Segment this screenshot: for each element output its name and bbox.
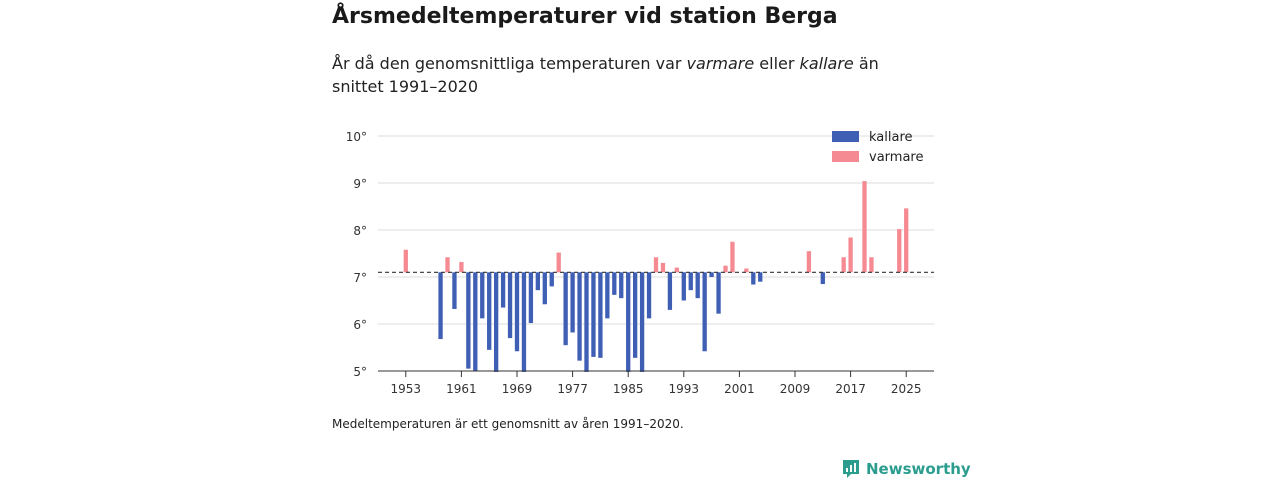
bar-colder-1998 — [716, 272, 721, 314]
x-tick-label: 2009 — [780, 382, 811, 396]
y-tick-label: 10° — [346, 130, 367, 144]
bar-colder-1978 — [577, 272, 582, 361]
bars — [403, 181, 909, 372]
x-tick-label: 1961 — [446, 382, 477, 396]
bar-warmer-2019 — [862, 181, 867, 273]
bar-warmer-2000 — [730, 241, 735, 273]
legend-swatch-warmer — [832, 151, 859, 162]
chart-footnote: Medeltemperaturen är ett genomsnitt av å… — [332, 417, 684, 431]
y-tick-label: 7° — [353, 271, 367, 285]
bar-warmer-2017 — [848, 237, 853, 273]
x-tick-label: 1993 — [669, 382, 700, 396]
bar-colder-1984 — [619, 272, 624, 299]
bar-colder-1962 — [466, 272, 471, 369]
bar-colder-1988 — [646, 272, 652, 319]
bar-colder-1960 — [452, 272, 457, 309]
legend-label-warmer: varmare — [869, 150, 923, 165]
x-tick-label: 2001 — [724, 382, 755, 396]
bar-colder-1993 — [681, 272, 686, 301]
bar-warmer-1989 — [653, 257, 659, 273]
y-tick-label: 6° — [353, 318, 367, 332]
bar-colder-1977 — [570, 272, 575, 333]
bar-colder-1968 — [507, 272, 513, 339]
bar-colder-1997 — [709, 272, 714, 277]
bar-colder-1966 — [493, 272, 499, 372]
y-axis-tick-labels: 5° 6° 7° 8° 9° 10° — [346, 130, 367, 379]
bar-colder-1970 — [521, 272, 527, 372]
bar-colder-1995 — [695, 272, 700, 299]
bar-colder-1958 — [438, 272, 443, 340]
bar-colder-1976 — [563, 272, 568, 346]
bar-colder-1987 — [639, 272, 645, 372]
bar-colder-1969 — [514, 272, 520, 352]
x-tick-label: 2025 — [891, 382, 922, 396]
bar-colder-1971 — [528, 272, 534, 324]
legend-label-colder: kallare — [869, 130, 913, 145]
x-tick-label: 1969 — [502, 382, 533, 396]
subtitle-cold-word: kallare — [799, 54, 854, 73]
bar-colder-2003 — [751, 272, 756, 285]
bar-colder-1981 — [598, 272, 603, 358]
bar-warmer-2025 — [904, 208, 909, 273]
bar-colder-1979 — [584, 272, 589, 372]
subtitle-warm-word: varmare — [686, 54, 755, 73]
bar-colder-1974 — [549, 272, 554, 287]
bar-warmer-2011 — [806, 251, 812, 273]
bar-warmer-2020 — [869, 257, 874, 273]
bar-colder-1964 — [480, 272, 485, 319]
bar-colder-1985 — [626, 272, 631, 372]
chart-title: Årsmedeltemperaturer vid station Berga — [332, 4, 838, 29]
brand-logo[interactable]: Newsworthy — [842, 458, 971, 480]
chart-card: Årsmedeltemperaturer vid station Berga Å… — [332, 0, 971, 480]
bar-colder-2013 — [820, 272, 825, 285]
bar-colder-1991 — [667, 272, 673, 310]
subtitle-text-1: År då den genomsnittliga temperaturen va… — [332, 54, 687, 73]
bar-colder-1986 — [632, 272, 638, 358]
x-tick-label: 1977 — [557, 382, 588, 396]
subtitle-text-2: eller — [754, 54, 800, 73]
bar-colder-1967 — [500, 272, 506, 308]
bar-warmer-1990 — [660, 262, 666, 273]
bar-colder-1996 — [702, 272, 707, 352]
chart-subtitle: År då den genomsnittliga temperaturen va… — [332, 52, 932, 98]
bar-warmer-2016 — [841, 257, 846, 273]
bar-warmer-1975 — [556, 252, 561, 273]
x-tick-label: 2017 — [835, 382, 866, 396]
y-tick-label: 8° — [353, 224, 367, 238]
y-tick-label: 5° — [353, 365, 367, 379]
x-axis: 1953 1961 1969 1977 1985 1993 2001 2009 2017 2025 — [378, 370, 934, 396]
bar-warmer-1961 — [459, 261, 464, 273]
y-tick-label: 9° — [353, 177, 367, 191]
x-tick-label: 1985 — [613, 382, 644, 396]
bar-warmer-1953 — [403, 249, 408, 273]
bar-warmer-1992 — [674, 267, 680, 273]
bar-warmer-2002 — [744, 268, 749, 273]
bar-warmer-2024 — [897, 229, 902, 273]
bar-colder-2004 — [758, 272, 763, 282]
bar-colder-1972 — [535, 272, 541, 291]
legend: kallare varmare — [832, 130, 923, 165]
x-tick-label: 1953 — [391, 382, 422, 396]
bar-colder-1994 — [688, 272, 693, 291]
bar-colder-1973 — [542, 272, 547, 305]
bar-colder-1982 — [605, 272, 610, 319]
bar-colder-1965 — [487, 272, 492, 350]
brand-name: Newsworthy — [866, 460, 971, 478]
bar-colder-1963 — [473, 272, 478, 371]
newsworthy-logo-icon — [843, 460, 859, 478]
bar-warmer-1959 — [445, 257, 450, 273]
bar-colder-1980 — [591, 272, 596, 357]
legend-swatch-colder — [832, 131, 859, 142]
bar-colder-1983 — [612, 272, 617, 295]
subtitle-text-3: än snittet 1991–2020 — [332, 54, 879, 96]
bar-warmer-1999 — [723, 265, 728, 273]
